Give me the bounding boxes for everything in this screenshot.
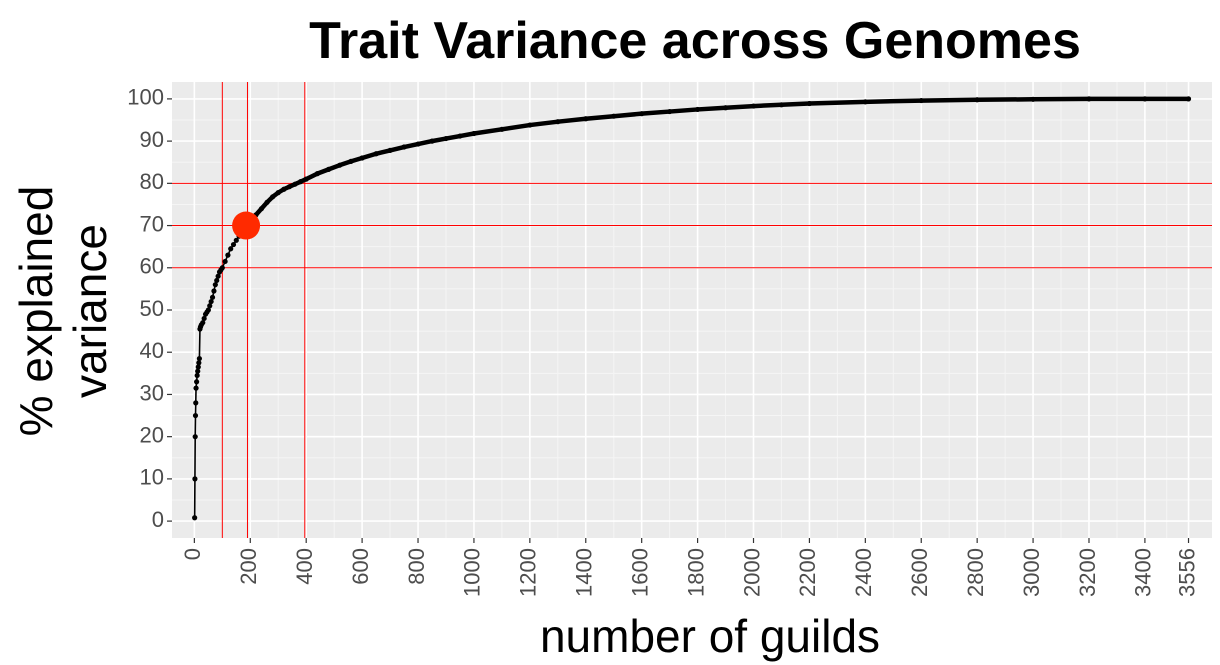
x-tick-label: 2600 [907,548,932,597]
highlight-point [232,211,261,240]
data-point [205,307,211,313]
y-tick-label: 0 [152,507,164,532]
x-tick-label: 1600 [627,548,652,597]
y-tick-label: 50 [140,296,164,321]
highlight-layer [232,211,261,240]
y-tick-label: 30 [140,380,164,405]
data-point [233,237,239,243]
data-point [230,241,237,248]
reference-lines [172,82,1212,538]
x-tick-label: 1200 [516,548,541,597]
data-point [222,258,228,265]
data-point [192,434,198,440]
chart-title: Trait Variance across Genomes [309,12,1081,70]
x-tick-label: 1400 [572,548,597,597]
x-tick-label: 200 [236,548,261,585]
x-tick-label: 3400 [1131,548,1156,597]
data-point [214,277,220,284]
x-tick-label: 2400 [851,548,876,597]
data-point [228,246,234,252]
x-tick-label: 600 [348,548,373,585]
series-line-dense [242,96,1191,232]
data-point [208,298,214,305]
y-tick-label: 20 [140,422,164,447]
y-axis-title: % explained variance [10,186,116,437]
data-point [200,320,206,326]
x-tick-label: 0 [180,548,205,560]
y-tick-label: 70 [140,211,164,236]
data-point [212,282,218,288]
data-point [193,400,199,406]
y-tick-label: 10 [140,465,164,490]
y-axis-title-line-2: variance [64,224,116,398]
y-tick-label: 80 [140,169,164,194]
x-tick-label: 2200 [795,548,820,597]
data-point [194,379,200,385]
y-tick-label: 100 [127,85,164,110]
y-axis-title-line-1: % explained [10,186,62,437]
y-tick-label: 60 [140,254,164,279]
data-point [192,476,198,482]
x-axis-title: number of guilds [540,610,880,662]
x-tick-label: 1000 [460,548,485,597]
x-tick-label: 3200 [1075,548,1100,597]
x-tick-label: 1800 [683,548,708,597]
data-point [196,355,202,362]
data-point [207,303,213,309]
data-point [215,273,221,279]
data-point [194,372,200,379]
x-tick-label: 2000 [739,548,764,597]
data-point [225,252,231,258]
data-point [192,515,198,521]
y-axis: 0 10 20 30 40 50 60 70 80 90 100 [127,85,172,532]
data-point [192,412,199,419]
x-axis: 0 200 400 600 800 1000 1200 1400 1600 1800 2000 220… [180,538,1199,597]
series-layer [192,96,1192,521]
data-point [195,368,201,374]
x-tick-label: 3556 [1174,548,1199,597]
data-point [219,265,225,271]
y-tick-label: 90 [140,127,164,152]
data-point [196,360,202,366]
x-tick-label: 800 [404,548,429,585]
data-point [195,364,201,370]
data-point [211,288,217,294]
data-point [209,294,216,300]
y-tick-label: 40 [140,338,164,363]
data-point [193,385,199,391]
data-point [201,315,207,322]
x-tick-label: 3000 [1019,548,1044,597]
x-tick-label: 400 [292,548,317,585]
x-tick-label: 2800 [963,548,988,597]
